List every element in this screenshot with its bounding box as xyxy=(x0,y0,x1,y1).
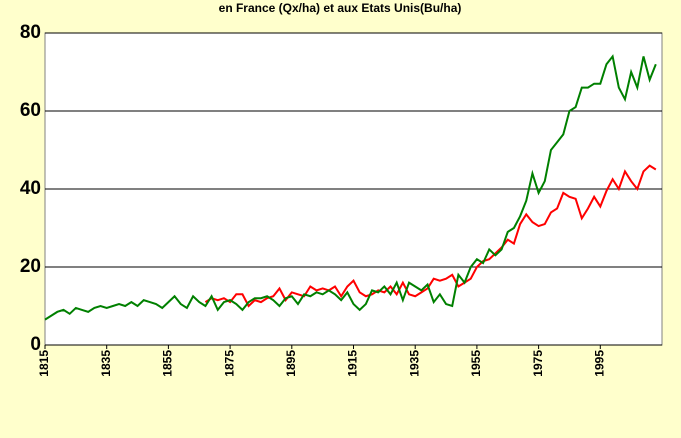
x-tick-label: 1895 xyxy=(284,350,298,377)
y-tick-label: 0 xyxy=(30,334,41,355)
chart-title: en France (Qx/ha) et aux Etats Unis(Bu/h… xyxy=(219,1,462,15)
series-line xyxy=(204,164,657,308)
x-tick-label: 1915 xyxy=(346,350,360,377)
x-tick-label: 1935 xyxy=(407,350,421,377)
x-tick-label: 1855 xyxy=(161,350,175,377)
x-tick-label: 1875 xyxy=(222,350,236,377)
x-tick-label: 1955 xyxy=(469,350,483,377)
y-tick-label: 20 xyxy=(20,256,41,277)
y-tick-label: 80 xyxy=(20,22,41,43)
y-tick-label: 60 xyxy=(20,100,41,121)
x-tick-label: 1835 xyxy=(99,350,113,377)
series-line xyxy=(44,54,657,321)
x-tick-label: 1995 xyxy=(592,350,606,377)
y-tick-label: 40 xyxy=(20,178,41,199)
x-tick-label: 1975 xyxy=(531,350,545,377)
x-tick-label: 1815 xyxy=(37,350,51,377)
